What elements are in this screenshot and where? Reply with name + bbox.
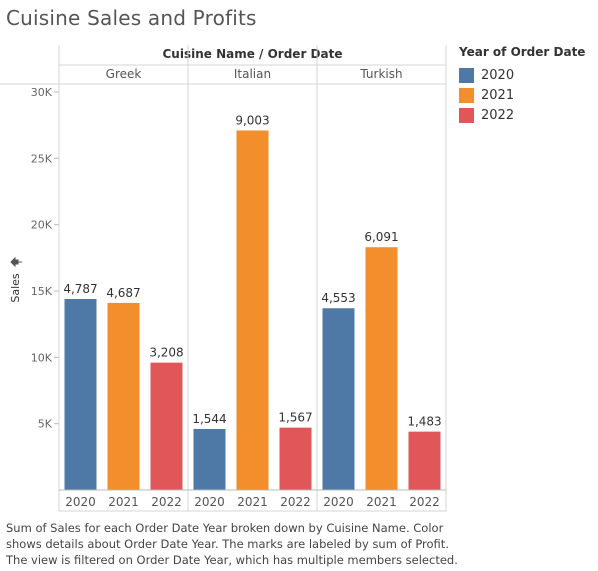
data-label: 1,567	[278, 411, 312, 425]
legend-swatch-2020	[459, 67, 474, 83]
x-tick-label: 2021	[366, 495, 397, 509]
bar-turkish-2022	[408, 431, 441, 490]
legend-item-2022[interactable]: 2022	[459, 105, 585, 125]
group-label: Turkish	[359, 67, 402, 81]
x-tick-label: 2022	[280, 495, 311, 509]
data-label: 9,003	[235, 113, 269, 127]
chart-title: Cuisine Sales and Profits	[6, 6, 257, 30]
data-label: 4,553	[321, 291, 355, 305]
group-label: Italian	[234, 67, 271, 81]
legend-item-2021[interactable]: 2021	[459, 85, 585, 105]
pin-icon	[10, 256, 22, 268]
x-tick-label: 2020	[323, 495, 354, 509]
data-label: 3,208	[149, 346, 183, 360]
data-label: 4,687	[106, 286, 140, 300]
caption-line: The view is filtered on Order Date Year,…	[6, 553, 458, 567]
data-label: 1,544	[192, 412, 226, 426]
y-tick-label: 20K	[31, 219, 53, 232]
data-label: 4,787	[63, 282, 97, 296]
x-tick-label: 2022	[409, 495, 440, 509]
bar-greek-2022	[150, 362, 183, 490]
legend-label: 2021	[481, 87, 515, 103]
data-label: 6,091	[364, 230, 398, 244]
x-tick-label: 2020	[194, 495, 225, 509]
bar-greek-2021	[107, 302, 140, 490]
legend-swatch-2021	[459, 87, 474, 103]
group-label: Greek	[106, 67, 142, 81]
y-tick-label: 10K	[31, 351, 53, 364]
bar-turkish-2021	[365, 247, 398, 490]
caption-line: shows details about Order Date Year. The…	[6, 537, 449, 551]
x-tick-label: 2020	[65, 495, 96, 509]
bar-turkish-2020	[322, 308, 355, 490]
x-tick-label: 2022	[151, 495, 182, 509]
data-label: 1,483	[407, 415, 441, 429]
bar-greek-2020	[64, 298, 97, 490]
y-axis-label: Sales	[9, 273, 22, 303]
caption-line: Sum of Sales for each Order Date Year br…	[6, 521, 444, 535]
bar-italian-2022	[279, 427, 312, 490]
y-tick-label: 15K	[31, 285, 53, 298]
legend: Year of Order Date 2020 2021 2022	[459, 45, 585, 125]
legend-title: Year of Order Date	[459, 45, 586, 59]
bar-chart: Cuisine Name / Order Date 5K 10K 15K 20K 25K 3…	[0, 45, 447, 512]
bar-italian-2020	[193, 428, 226, 490]
legend-label: 2020	[481, 67, 515, 83]
x-tick-label: 2021	[237, 495, 268, 509]
y-tick-label: 5K	[38, 418, 53, 431]
y-tick-label: 30K	[31, 86, 53, 99]
header-label: Cuisine Name / Order Date	[163, 47, 343, 61]
y-tick-label: 25K	[31, 152, 53, 165]
legend-item-2020[interactable]: 2020	[459, 65, 585, 85]
bar-italian-2021	[236, 130, 269, 490]
legend-swatch-2022	[459, 107, 474, 123]
x-tick-label: 2021	[108, 495, 139, 509]
caption: Sum of Sales for each Order Date Year br…	[6, 520, 466, 568]
legend-label: 2022	[481, 107, 515, 123]
